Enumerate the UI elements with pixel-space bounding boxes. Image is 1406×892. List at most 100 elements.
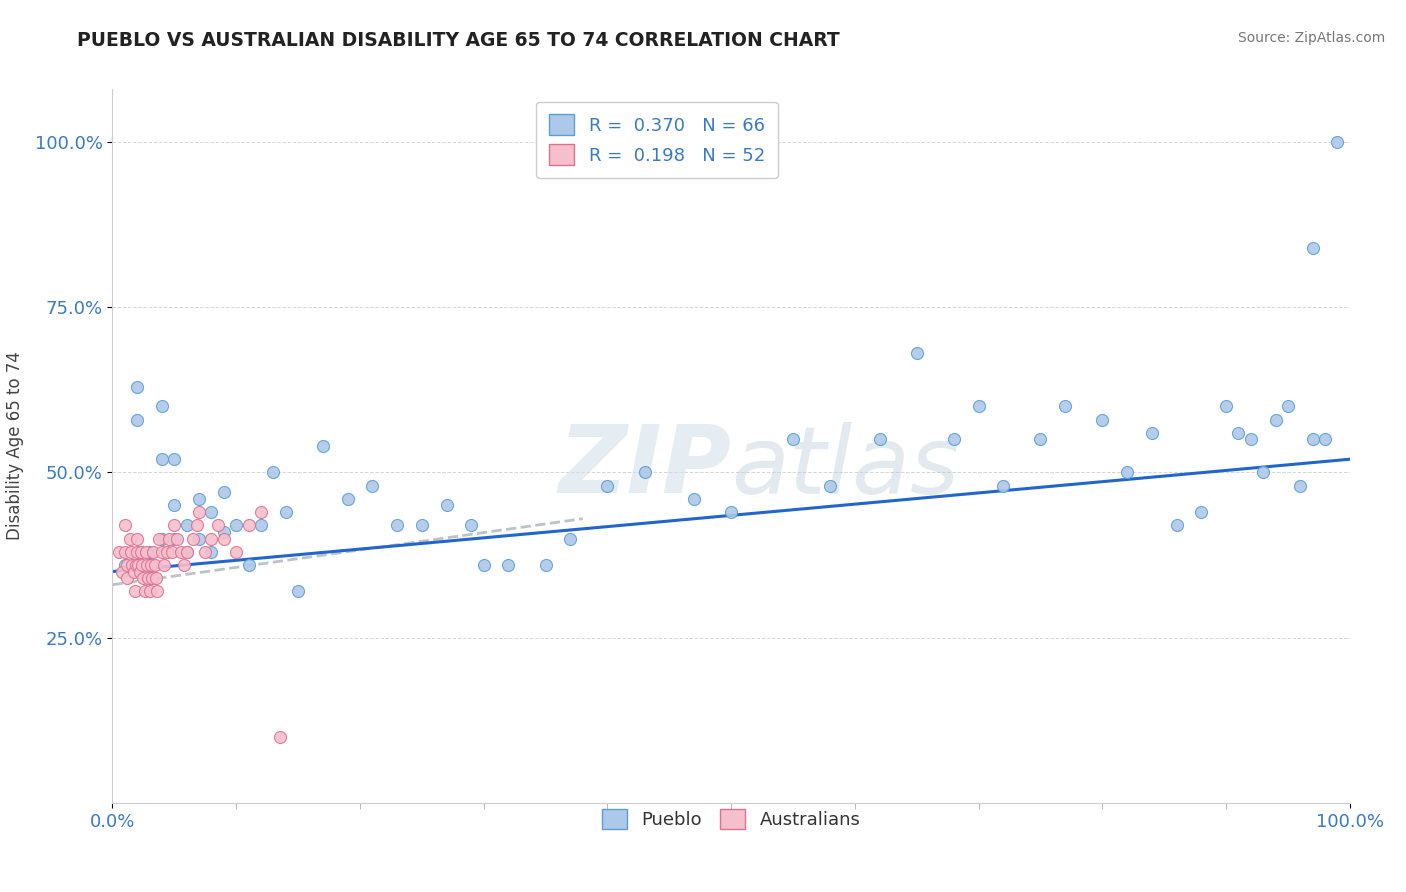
Point [169, 545, 191, 559]
Point [138, 584, 160, 599]
Point [153, 558, 176, 572]
Point [114, 558, 136, 572]
Y-axis label: Disability Age 65 to 74: Disability Age 65 to 74 [6, 351, 24, 541]
Point [250, 505, 273, 519]
Point [411, 518, 433, 533]
Point [1215, 400, 1237, 414]
Point [1091, 412, 1114, 426]
Point [385, 518, 408, 533]
Point [312, 439, 335, 453]
Point [200, 505, 222, 519]
Point [1189, 505, 1212, 519]
Point [125, 558, 148, 572]
Point [269, 730, 291, 744]
Text: ZIP: ZIP [558, 421, 731, 514]
Point [782, 433, 804, 447]
Point [1227, 425, 1250, 440]
Point [138, 571, 160, 585]
Text: PUEBLO VS AUSTRALIAN DISABILITY AGE 65 TO 74 CORRELATION CHART: PUEBLO VS AUSTRALIAN DISABILITY AGE 65 T… [77, 31, 839, 50]
Point [250, 518, 273, 533]
Point [138, 558, 160, 572]
Point [143, 558, 166, 572]
Point [200, 545, 222, 559]
Point [160, 545, 183, 559]
Point [194, 545, 217, 559]
Point [225, 545, 247, 559]
Point [118, 532, 141, 546]
Point [150, 452, 173, 467]
Point [138, 571, 160, 585]
Point [148, 532, 170, 546]
Point [114, 518, 136, 533]
Point [129, 545, 152, 559]
Point [212, 532, 235, 546]
Point [336, 491, 359, 506]
Point [127, 412, 149, 426]
Point [163, 499, 186, 513]
Point [1251, 466, 1274, 480]
Point [131, 558, 153, 572]
Point [818, 478, 841, 492]
Point [361, 478, 384, 492]
Point [225, 518, 247, 533]
Point [111, 565, 134, 579]
Point [166, 532, 188, 546]
Point [534, 558, 557, 572]
Point [157, 532, 180, 546]
Point [560, 532, 582, 546]
Point [127, 532, 149, 546]
Point [436, 499, 458, 513]
Point [114, 545, 136, 559]
Point [212, 524, 235, 539]
Point [188, 532, 211, 546]
Point [163, 518, 186, 533]
Point [176, 545, 198, 559]
Point [942, 433, 965, 447]
Point [238, 518, 260, 533]
Point [127, 379, 149, 393]
Point [596, 478, 619, 492]
Point [1264, 412, 1286, 426]
Point [1029, 433, 1052, 447]
Point [274, 505, 297, 519]
Point [720, 505, 742, 519]
Point [967, 400, 990, 414]
Point [207, 518, 229, 533]
Point [262, 466, 284, 480]
Point [107, 545, 129, 559]
Point [138, 545, 160, 559]
Point [176, 518, 198, 533]
Point [150, 545, 173, 559]
Point [136, 558, 159, 572]
Point [683, 491, 706, 506]
Point [122, 565, 145, 579]
Point [993, 478, 1015, 492]
Point [120, 545, 142, 559]
Point [121, 558, 143, 572]
Point [1277, 400, 1299, 414]
Point [1116, 466, 1139, 480]
Point [163, 532, 186, 546]
Point [287, 584, 309, 599]
Point [176, 545, 198, 559]
Point [145, 571, 167, 585]
Point [117, 571, 139, 585]
Point [200, 532, 222, 546]
Point [127, 558, 149, 572]
Point [212, 485, 235, 500]
Point [238, 558, 260, 572]
Point [150, 532, 173, 546]
Point [128, 565, 150, 579]
Point [1140, 425, 1163, 440]
Point [1302, 241, 1324, 255]
Point [1166, 518, 1188, 533]
Point [181, 532, 204, 546]
Text: Source: ZipAtlas.com: Source: ZipAtlas.com [1237, 31, 1385, 45]
Point [1302, 433, 1324, 447]
Point [460, 518, 482, 533]
Point [139, 558, 162, 572]
Point [633, 466, 655, 480]
Point [1289, 478, 1312, 492]
Point [186, 518, 208, 533]
Point [135, 545, 157, 559]
